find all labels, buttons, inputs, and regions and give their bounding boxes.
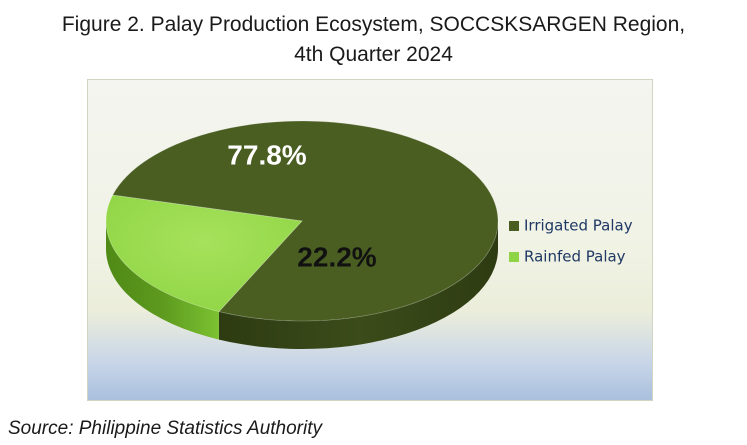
- pie-side-1: [106, 221, 219, 340]
- data-label-1: 22.2%: [297, 241, 376, 272]
- legend-label-0: Irrigated Palay: [524, 217, 633, 235]
- chart-title-line1: Figure 2. Palay Production Ecosystem, SO…: [61, 13, 686, 36]
- chart-title: Figure 2. Palay Production Ecosystem, SO…: [0, 10, 747, 70]
- chart-title-line2: 4th Quarter 2024: [294, 43, 453, 66]
- data-label-0: 77.8%: [227, 139, 306, 170]
- pie-slice-rainfed-palay: [105, 194, 303, 313]
- legend-swatch-0: [509, 221, 519, 231]
- pie-side-0: [218, 221, 498, 349]
- legend-swatch-1: [509, 252, 519, 262]
- legend-label-1: Rainfed Palay: [524, 248, 626, 266]
- source-note: Source: Philippine Statistics Authority: [8, 418, 323, 439]
- pie-slice-irrigated-palay: [112, 120, 499, 322]
